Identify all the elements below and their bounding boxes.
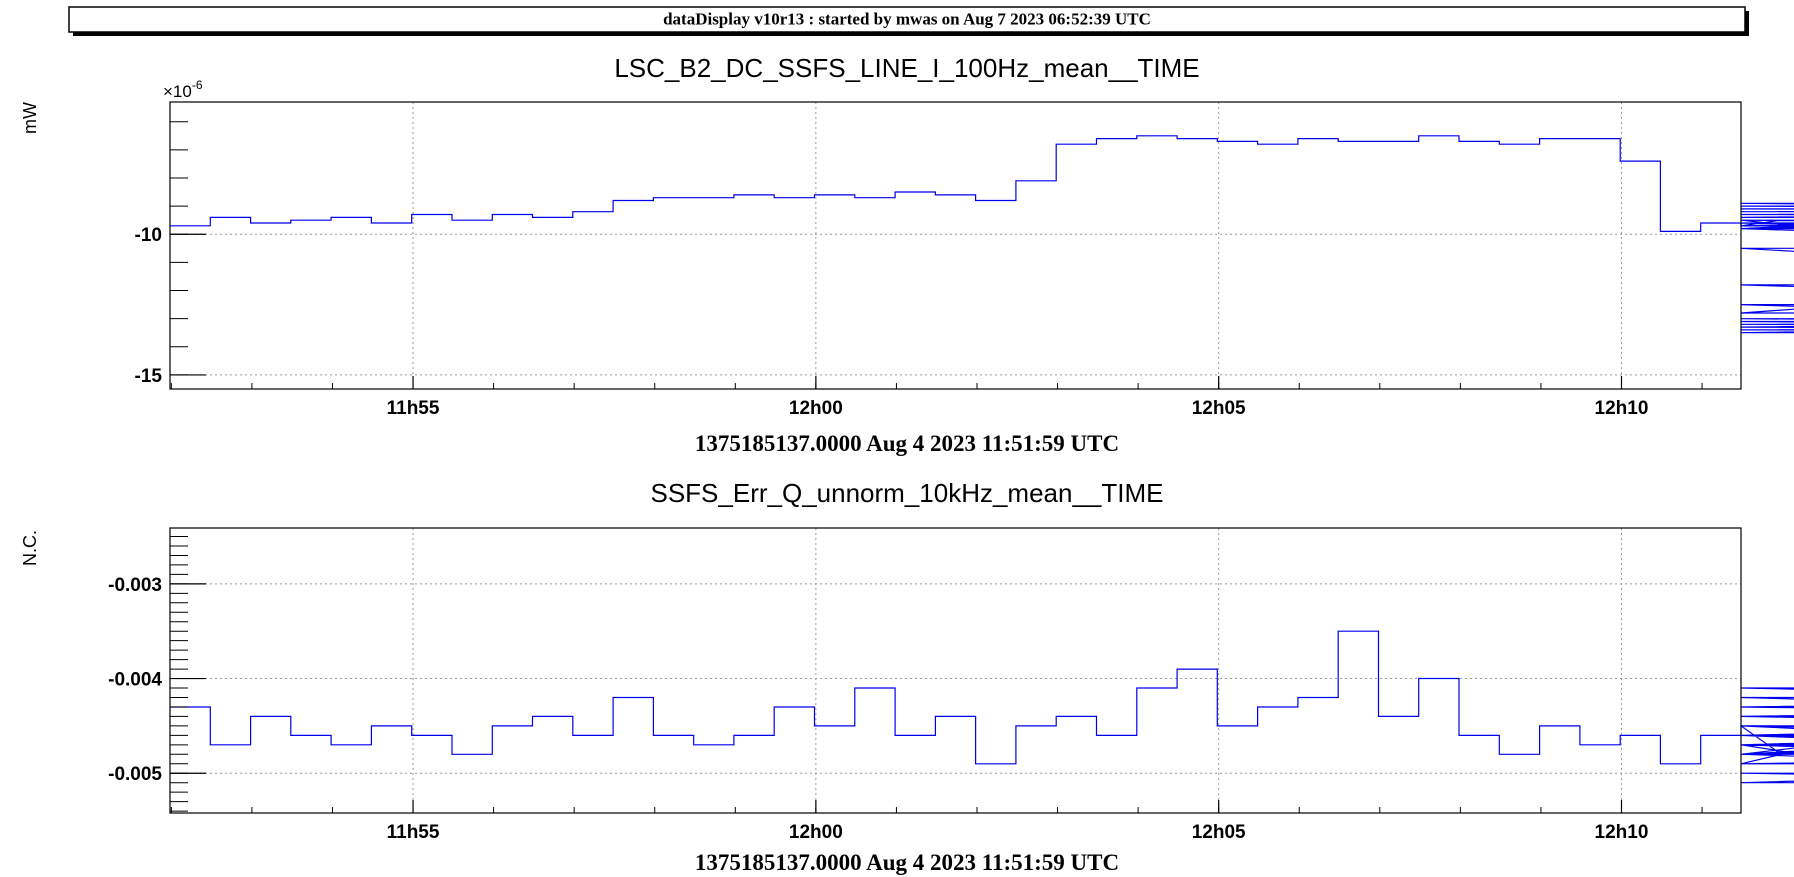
x-axis-label: 1375185137.0000 Aug 4 2023 11:51:59 UTC (695, 850, 1119, 875)
data-series-line (170, 630, 1794, 784)
y-tick-label: -0.004 (108, 670, 162, 691)
plot-area: 11h55 12h00 12h05 12h10 -0.003 -0.004 -0.005 (108, 527, 1794, 843)
data-series-line (170, 135, 1794, 334)
y-tick-label: -15 (135, 366, 163, 387)
x-tick-label: 12h10 (1595, 398, 1649, 419)
chart-title: SSFS_Err_Q_unnorm_10kHz_mean__TIME (650, 478, 1163, 508)
x-tick-label: 11h55 (387, 822, 440, 843)
y-axis-label: mW (20, 102, 40, 134)
x-tick-label: 12h00 (789, 822, 843, 843)
plot-frame (169, 101, 1742, 390)
x-tick-label: 12h05 (1192, 822, 1246, 843)
header-bar: dataDisplay v10r13 : started by mwas on … (68, 6, 1749, 36)
plot-frame (169, 527, 1742, 814)
x-tick-label: 11h55 (387, 398, 440, 419)
y-tick-label: -10 (135, 225, 162, 246)
y-tick-label: -0.003 (108, 575, 162, 596)
chart-panel-lsc-b2: LSC_B2_DC_SSFS_LINE_I_100Hz_mean__TIME m… (20, 53, 1794, 456)
y-axis-label: N.C. (20, 530, 40, 566)
chart-title: LSC_B2_DC_SSFS_LINE_I_100Hz_mean__TIME (614, 53, 1199, 83)
header-text: dataDisplay v10r13 : started by mwas on … (663, 10, 1151, 29)
chart-panel-ssfs-err: SSFS_Err_Q_unnorm_10kHz_mean__TIME N.C. … (20, 478, 1794, 875)
y-tick-label: -0.005 (108, 764, 162, 785)
y-exponent-label: ×10-6 (163, 78, 203, 101)
x-axis-label: 1375185137.0000 Aug 4 2023 11:51:59 UTC (695, 431, 1119, 456)
x-tick-label: 12h00 (789, 398, 843, 419)
x-tick-label: 12h10 (1595, 822, 1649, 843)
x-tick-label: 12h05 (1192, 398, 1246, 419)
plot-area: 11h55 12h00 12h05 12h10 -10 -15 (135, 101, 1794, 419)
